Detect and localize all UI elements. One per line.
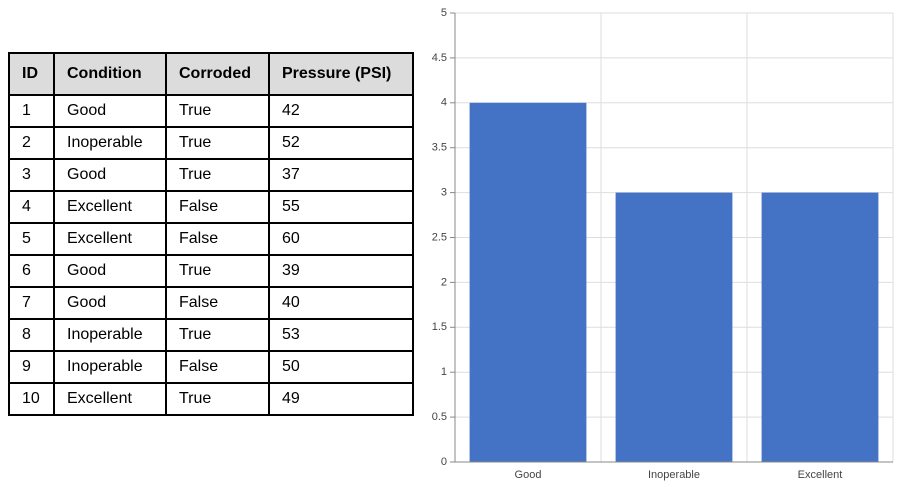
table-cell: 55 <box>268 190 414 224</box>
table-cell: 53 <box>268 318 414 352</box>
header-cell: Pressure (PSI) <box>268 52 414 96</box>
table-cell: 10 <box>8 382 55 416</box>
table-cell: True <box>165 126 270 160</box>
table-row: 8 Inoperable True 53 <box>8 318 414 352</box>
table-row: 1 Good True 42 <box>8 94 414 128</box>
table-cell: True <box>165 94 270 128</box>
table-cell: True <box>165 254 270 288</box>
y-tick-label: 4.5 <box>432 52 447 64</box>
table-cell: 7 <box>8 286 55 320</box>
table-row: 7 Good False 40 <box>8 286 414 320</box>
table-cell: Inoperable <box>53 318 167 352</box>
y-tick-label: 0.5 <box>432 411 447 423</box>
table-cell: 6 <box>8 254 55 288</box>
y-tick-label: 1 <box>441 366 447 378</box>
table-cell: 42 <box>268 94 414 128</box>
bar <box>469 102 587 463</box>
header-cell: Condition <box>53 52 167 96</box>
table-cell: 9 <box>8 350 55 384</box>
table-cell: 5 <box>8 222 55 256</box>
table-cell: 60 <box>268 222 414 256</box>
table-cell: 4 <box>8 190 55 224</box>
data-table: ID Condition Corroded Pressure (PSI) 1 Good T… <box>8 52 414 416</box>
table-cell: Excellent <box>53 382 167 416</box>
table-cell: False <box>165 286 270 320</box>
x-tick-label: Excellent <box>798 469 843 481</box>
table-cell: 37 <box>268 158 414 192</box>
table-row: 2 Inoperable True 52 <box>8 126 414 160</box>
y-tick-label: 5 <box>441 7 447 19</box>
table-cell: True <box>165 318 270 352</box>
table-cell: 3 <box>8 158 55 192</box>
table-row: 9 Inoperable False 50 <box>8 350 414 384</box>
table-cell: Good <box>53 94 167 128</box>
table-cell: 2 <box>8 126 55 160</box>
table-cell: Good <box>53 286 167 320</box>
y-tick-label: 3.5 <box>432 142 447 154</box>
table-cell: Inoperable <box>53 350 167 384</box>
table-cell: Inoperable <box>53 126 167 160</box>
table-cell: True <box>165 382 270 416</box>
table-cell: Good <box>53 254 167 288</box>
table-cell: False <box>165 350 270 384</box>
table-row: 10 Excellent True 49 <box>8 382 414 416</box>
table-cell: 1 <box>8 94 55 128</box>
header-cell: ID <box>8 52 55 96</box>
y-tick-label: 2 <box>441 276 447 288</box>
table-cell: 50 <box>268 350 414 384</box>
table-cell: 39 <box>268 254 414 288</box>
table-cell: False <box>165 190 270 224</box>
table-cell: Excellent <box>53 222 167 256</box>
y-tick-label: 2.5 <box>432 231 447 243</box>
y-tick-label: 0 <box>441 456 447 468</box>
table-row: 4 Excellent False 55 <box>8 190 414 224</box>
table-row: 5 Excellent False 60 <box>8 222 414 256</box>
x-tick-label: Good <box>515 469 542 481</box>
table-cell: 49 <box>268 382 414 416</box>
table-row: 6 Good True 39 <box>8 254 414 288</box>
table-cell: Good <box>53 158 167 192</box>
y-tick-label: 3 <box>441 187 447 199</box>
bar <box>761 192 879 462</box>
table-cell: Excellent <box>53 190 167 224</box>
table-cell: 8 <box>8 318 55 352</box>
x-tick-label: Inoperable <box>648 469 700 481</box>
table-cell: True <box>165 158 270 192</box>
table-body: 1 Good True 42 2 Inoperable True 52 3 Good True 37 4… <box>8 94 414 416</box>
y-tick-label: 1.5 <box>432 321 447 333</box>
bar <box>615 192 733 462</box>
header-cell: Corroded <box>165 52 270 96</box>
y-tick-label: 4 <box>441 97 447 109</box>
table-cell: False <box>165 222 270 256</box>
table-cell: 40 <box>268 286 414 320</box>
header-row: ID Condition Corroded Pressure (PSI) <box>8 52 414 96</box>
table-cell: 52 <box>268 126 414 160</box>
table-row: 3 Good True 37 <box>8 158 414 192</box>
